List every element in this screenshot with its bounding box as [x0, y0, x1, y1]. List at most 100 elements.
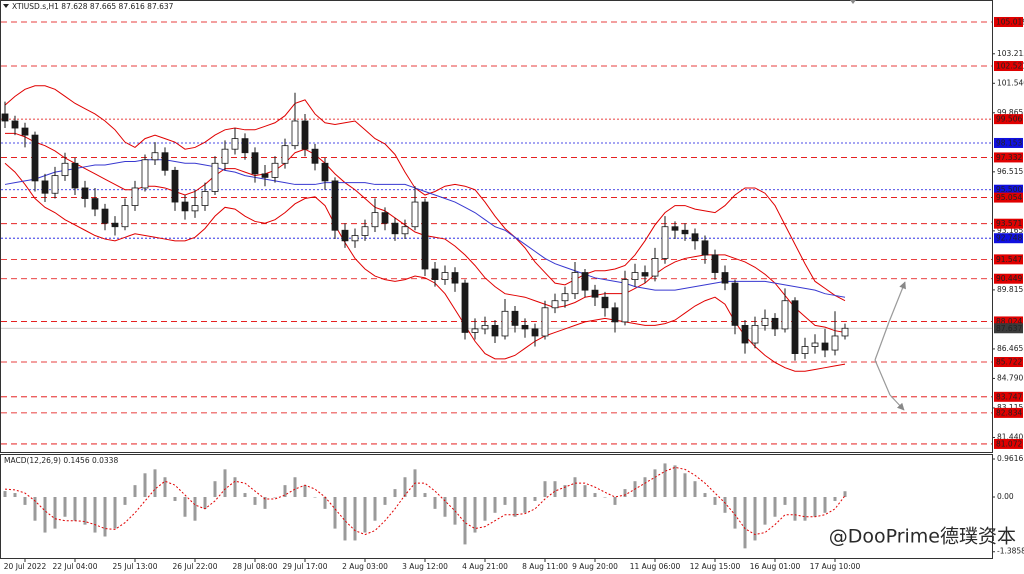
- macd-bar: [93, 496, 97, 533]
- macd-bar: [703, 493, 707, 497]
- macd-bar: [123, 496, 127, 505]
- candle-body: [311, 148, 319, 164]
- level-label-box: [994, 273, 1023, 284]
- candle-body: [281, 145, 289, 164]
- macd-bar: [13, 493, 17, 497]
- candle-body: [301, 120, 309, 150]
- candle-body: [511, 310, 519, 326]
- macd-bar: [833, 496, 837, 501]
- candle-body: [241, 138, 249, 154]
- x-tick-label: 20 Jul 2022: [4, 562, 47, 571]
- candle-body: [621, 279, 629, 323]
- level-label-box: [994, 316, 1023, 327]
- candle-body: [651, 258, 659, 277]
- candle-body: [81, 187, 89, 199]
- candle-body: [321, 162, 329, 182]
- level-label: 92.748: [996, 234, 1022, 243]
- candle-body: [631, 272, 639, 280]
- macd-bar: [523, 496, 527, 513]
- y-tick-label: 96.515: [997, 167, 1023, 176]
- macd-bar: [83, 496, 87, 525]
- candle-body: [611, 307, 619, 323]
- candle-body: [351, 235, 359, 242]
- plot-layers: 103.215 101.540 99.865 96.515 93.165 89.815 86…: [1, 16, 1024, 571]
- macd-bar: [593, 493, 597, 497]
- macd-bar: [743, 496, 747, 549]
- level-label: 93.571: [996, 219, 1022, 228]
- macd-bar: [583, 485, 587, 497]
- macd-header: MACD(12,26,9) 0.1456 0.0338: [4, 456, 118, 465]
- macd-bar: [263, 496, 267, 509]
- level-label-box: [994, 233, 1023, 244]
- candle-body: [341, 229, 349, 242]
- macd-bar: [663, 463, 667, 497]
- candle-body: [31, 134, 39, 182]
- candle-body: [401, 226, 409, 235]
- macd-bar: [113, 496, 117, 529]
- macd-bar: [3, 491, 7, 497]
- candle-body: [181, 201, 189, 212]
- macd-bar: [323, 496, 327, 509]
- candle-body: [431, 268, 439, 280]
- candle-body: [751, 324, 759, 344]
- level-label: 91.547: [996, 255, 1022, 264]
- macd-bar: [143, 473, 147, 497]
- level-label-box: [994, 16, 1023, 27]
- candle-body: [271, 162, 279, 178]
- candle-body: [551, 300, 559, 309]
- macd-bar: [333, 496, 337, 529]
- candle-body: [601, 296, 609, 309]
- macd-bar: [133, 485, 137, 497]
- candle-body: [411, 201, 419, 228]
- macd-bar: [613, 496, 617, 505]
- macd-bar: [433, 496, 437, 509]
- y-tick-label: 101.540: [997, 78, 1024, 87]
- candle-body: [141, 159, 149, 189]
- candle-body: [371, 212, 379, 228]
- macd-bar: [23, 496, 27, 505]
- level-label-box: [994, 323, 1023, 334]
- macd-bar: [293, 477, 297, 497]
- candle-body: [291, 120, 299, 147]
- candle-body: [151, 152, 159, 161]
- level-label: 98.153: [996, 138, 1022, 147]
- candle-body: [171, 169, 179, 203]
- macd-bar: [373, 496, 377, 521]
- projection-arrow: [874, 321, 890, 361]
- level-label: 105.019: [996, 17, 1024, 26]
- candle-body: [701, 240, 709, 256]
- macd-bar: [243, 493, 247, 497]
- y-tick-label: 81.440: [997, 432, 1023, 441]
- price-pane: [0, 0, 993, 453]
- macd-bar: [273, 496, 277, 498]
- macd-bar: [483, 496, 487, 521]
- candle-body: [191, 205, 199, 212]
- candle-body: [71, 162, 79, 189]
- macd-bar: [643, 477, 647, 497]
- level-label-box: [994, 184, 1023, 195]
- candle-body: [131, 187, 139, 206]
- macd-bar: [793, 496, 797, 521]
- macd-bar: [283, 485, 287, 497]
- macd-bar: [573, 477, 577, 497]
- indicator-line: [4, 162, 846, 372]
- y-tick-label: 89.815: [997, 285, 1023, 294]
- macd-bar: [463, 496, 467, 545]
- candle-body: [791, 300, 799, 354]
- macd-bar: [683, 473, 687, 497]
- macd-bar: [363, 496, 367, 533]
- candle-body: [21, 127, 29, 136]
- y-tick-label: 83.115: [997, 403, 1023, 412]
- macd-bar: [383, 496, 387, 505]
- macd-bar: [473, 496, 477, 533]
- candle-body: [681, 229, 689, 235]
- macd-bar: [353, 496, 357, 541]
- macd-bar: [673, 465, 677, 497]
- candle-body: [1, 113, 9, 122]
- level-label: 99.506: [996, 115, 1022, 124]
- candle-body: [251, 152, 259, 175]
- candle-body: [121, 205, 129, 228]
- macd-bar: [193, 496, 197, 521]
- candle-body: [41, 180, 49, 194]
